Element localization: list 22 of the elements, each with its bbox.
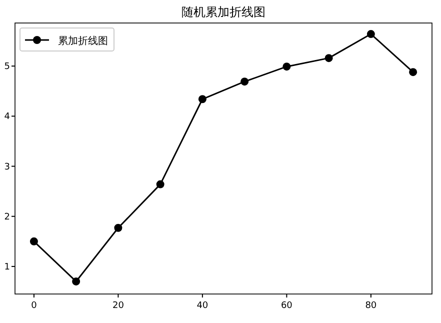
point <box>156 180 164 188</box>
x-tick-label: 40 <box>196 301 208 311</box>
point <box>366 30 375 38</box>
point <box>198 95 206 104</box>
point <box>114 224 122 232</box>
y-tick-label: 2 <box>4 212 10 222</box>
y-tick-label: 5 <box>4 62 10 72</box>
point <box>409 68 418 76</box>
y-tick-label: 1 <box>4 262 10 272</box>
point <box>72 277 80 286</box>
point <box>324 54 333 62</box>
point <box>282 62 291 71</box>
y-tick-label: 3 <box>4 162 10 172</box>
x-tick-label: 80 <box>365 301 377 311</box>
y-tick-label: 4 <box>4 112 10 122</box>
chart-title: 随机累加折线图 <box>182 5 266 19</box>
x-tick-label: 60 <box>280 301 293 311</box>
x-tick-label: 20 <box>112 301 124 311</box>
point <box>240 78 249 86</box>
legend-label: 累加折线图 <box>58 35 108 47</box>
point <box>30 237 38 246</box>
x-tick-label: 0 <box>31 301 38 311</box>
